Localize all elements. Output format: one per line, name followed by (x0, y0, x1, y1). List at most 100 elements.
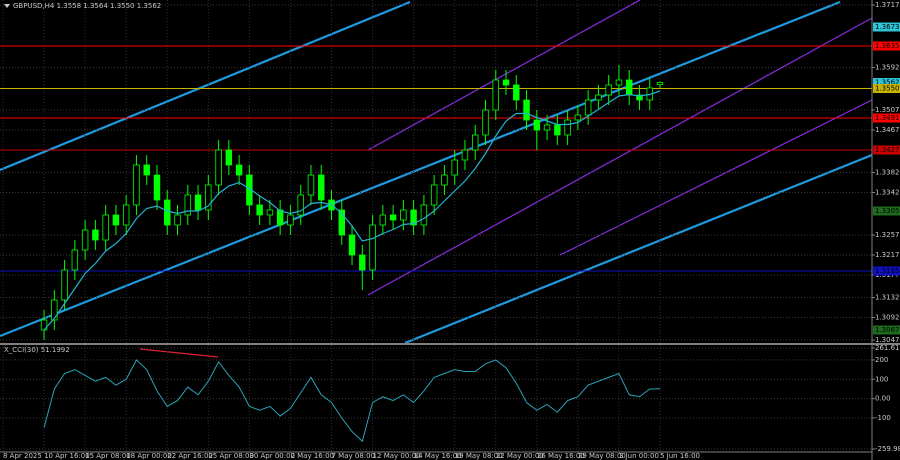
candle-body (441, 174, 448, 186)
candle-body (584, 99, 592, 116)
candle-body (554, 124, 561, 136)
candle-body (215, 149, 222, 186)
candle-body (625, 79, 633, 96)
y-tick-label: 1.3592 (875, 64, 900, 72)
divergence-line (139, 348, 219, 358)
candle-body (451, 159, 458, 176)
level-label: 1.3562 (875, 79, 900, 87)
candle-body (656, 82, 664, 85)
candle-body (523, 99, 530, 121)
level-label: 1.3550 (875, 85, 900, 93)
candle-body (533, 119, 541, 131)
y-tick-label: 1.3467 (875, 126, 900, 134)
candle-body (615, 79, 623, 86)
x-tick-label: 8 Apr 2025 (3, 452, 42, 460)
x-tick-label: 15 Apr 08:00 (85, 452, 131, 460)
y-tick-label: 1.3047 (875, 336, 900, 344)
level-label: 1.3305 (875, 207, 900, 215)
level-label: 1.3491 (875, 114, 900, 122)
regression-line (367, 0, 641, 151)
channel-line (0, 0, 841, 338)
candle-body (174, 214, 181, 226)
candle-body (205, 184, 212, 211)
x-tick-label: 22 May 00:00 (496, 452, 544, 460)
panel-separator (0, 343, 900, 345)
level-label: 1.3427 (875, 146, 900, 154)
y-tick-label: 200 (875, 356, 888, 364)
x-tick-label: 2 May 16:00 (290, 452, 334, 460)
y-tick-label: 1.3092 (875, 314, 900, 322)
candle-body (338, 209, 345, 236)
candle-body (574, 114, 582, 121)
x-tick-label: 22 Apr 16:00 (167, 452, 213, 460)
candle-body (256, 204, 263, 216)
candle-body (379, 214, 387, 226)
moving-average (43, 90, 661, 331)
x-tick-label: 26 May 16:00 (537, 452, 585, 460)
candle-body (122, 204, 130, 226)
y-tick-label: 1.3257 (875, 231, 900, 239)
level-tag (873, 266, 900, 276)
y-tick-label: 1.3342 (875, 189, 900, 197)
candle-body (143, 164, 150, 176)
y-tick-label: 1.3717 (875, 1, 900, 9)
candle-body (461, 149, 469, 161)
candle-body (564, 119, 571, 136)
level-label: 1.3673 (875, 23, 900, 31)
candle-body (482, 109, 489, 136)
level-tag (873, 84, 900, 93)
level-tag (873, 206, 900, 216)
x-tick-label: 19 May 08:00 (455, 452, 503, 460)
candle-body (71, 249, 79, 271)
level-label: 1.3635 (875, 42, 900, 50)
x-tick-label: 18 Apr 00:00 (126, 452, 172, 460)
candle-body (410, 209, 417, 226)
candle-body (595, 94, 602, 101)
y-tick-label: -259.9800 (875, 445, 900, 453)
y-tick-label: 1.3132 (875, 294, 900, 302)
x-tick-label: 3 Jun 00:00 (619, 452, 659, 460)
level-label: 1.3067 (875, 326, 900, 334)
x-tick-label: 14 May 16:00 (414, 452, 462, 460)
regression-line (367, 17, 873, 296)
y-tick-label: 1.3507 (875, 106, 900, 114)
menu-arrow[interactable] (4, 4, 10, 8)
indicator-line (43, 359, 661, 443)
candle-body (389, 214, 397, 221)
candle-body (102, 214, 109, 241)
y-tick-label: 1.3382 (875, 169, 900, 177)
candle-body (297, 194, 304, 216)
candle-body (318, 174, 325, 201)
x-tick-label: 30 Apr 00:00 (249, 452, 295, 460)
candle-body (61, 269, 68, 301)
y-tick-label: -100 (875, 414, 891, 422)
level-tag (873, 78, 900, 87)
candle-body (81, 229, 89, 251)
candle-body (605, 84, 612, 96)
x-tick-label: 5 Jun 16:00 (660, 452, 700, 460)
level-tag (873, 145, 900, 155)
candle-body (636, 94, 643, 101)
x-tick-label: 25 Apr 08:00 (208, 452, 254, 460)
y-tick-label: 1.3217 (875, 251, 900, 259)
candle-body (194, 194, 202, 211)
candle-body (420, 204, 428, 226)
x-tick-label: 7 May 08:00 (332, 452, 376, 460)
x-tick-label: 12 May 00:00 (373, 452, 421, 460)
candle-body (287, 214, 294, 226)
channel-line (0, 0, 411, 172)
price-panel (0, 0, 873, 452)
candle-body (369, 224, 376, 271)
candle-body (359, 254, 366, 271)
y-tick-label: 100 (875, 375, 888, 383)
level-tag (873, 22, 900, 32)
candle-body (492, 79, 499, 111)
chart-title: GBPUSD,H4 1.3558 1.3564 1.3550 1.3562 (13, 2, 161, 10)
level-tag (873, 325, 900, 335)
y-tick-label: 0.00 (875, 395, 891, 403)
candle-body (471, 134, 479, 151)
level-tag (873, 41, 900, 51)
candle-body (543, 124, 551, 131)
